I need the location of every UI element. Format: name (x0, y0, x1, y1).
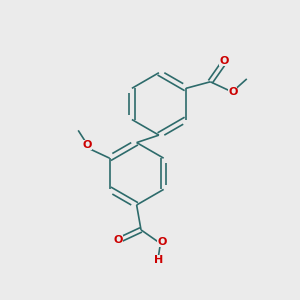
Text: O: O (82, 140, 92, 150)
Text: H: H (154, 255, 163, 265)
Text: O: O (228, 87, 237, 97)
Text: O: O (158, 237, 167, 247)
Text: O: O (219, 56, 229, 66)
Text: O: O (113, 235, 123, 245)
